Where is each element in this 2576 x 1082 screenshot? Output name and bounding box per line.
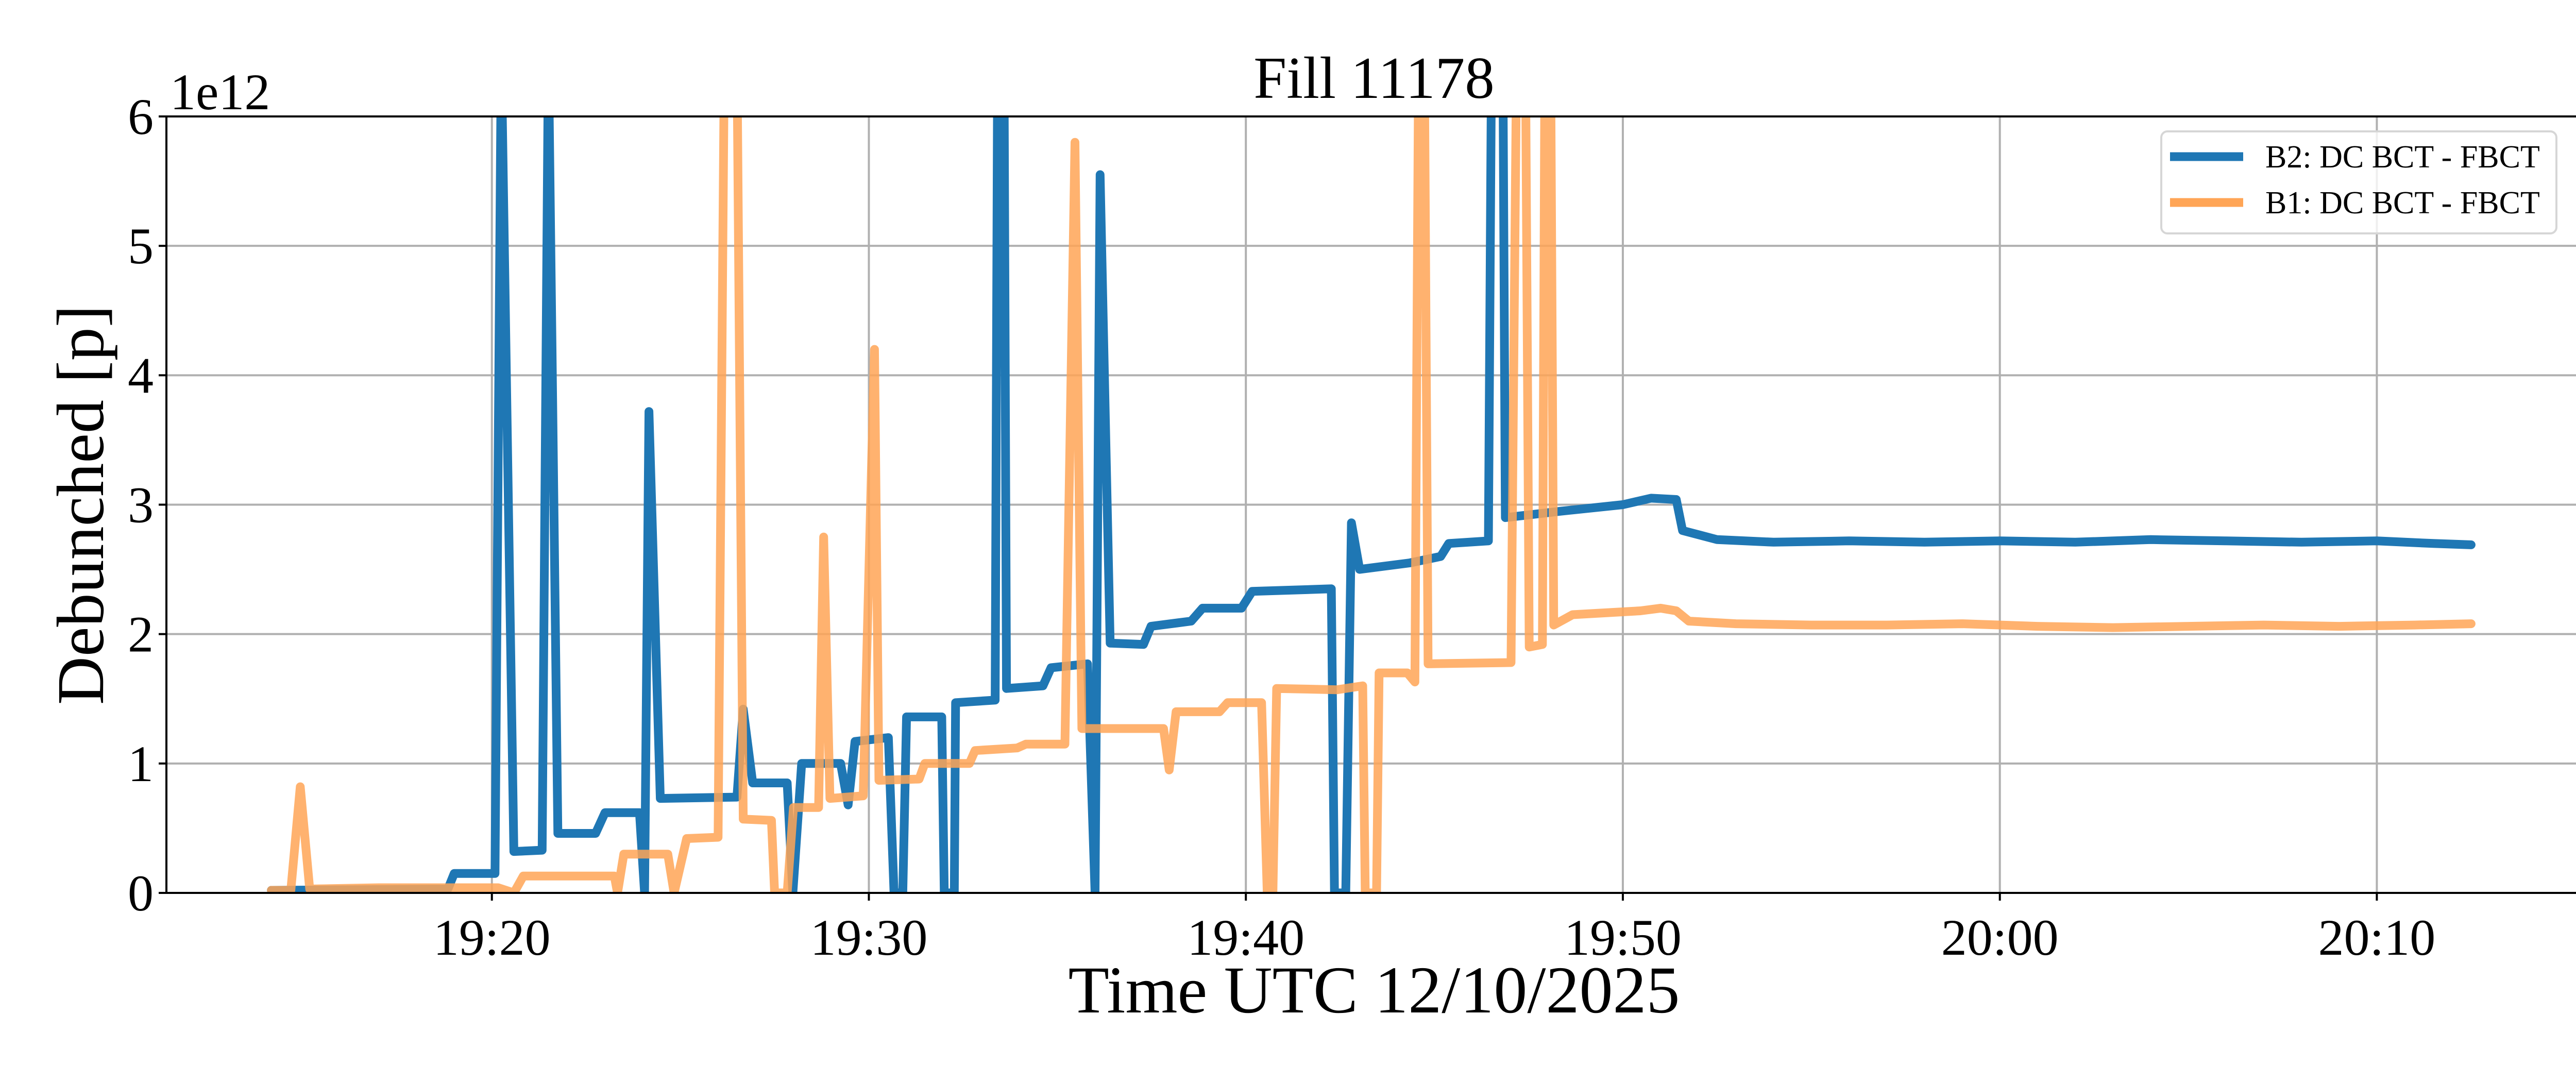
x-tick-label: 20:10 xyxy=(2318,909,2436,966)
y-axis: 0 1 2 3 4 5 6 xyxy=(128,88,166,922)
y-axis-label: Debunched [p] xyxy=(44,305,118,705)
legend-box xyxy=(2160,130,2557,234)
x-axis-label: Time UTC 12/10/2025 xyxy=(1068,953,1680,1027)
legend-label-b2: B2: DC BCT - FBCT xyxy=(2265,140,2540,175)
y-tick-label: 6 xyxy=(128,88,154,145)
series-line-b1 xyxy=(267,116,2476,893)
y-tick-label: 0 xyxy=(128,865,154,922)
x-tick-label: 19:30 xyxy=(810,909,928,966)
x-tick-label: 19:50 xyxy=(1564,909,1682,966)
chart-title: Fill 11178 xyxy=(1253,45,1495,111)
y-tick-label: 5 xyxy=(128,217,154,275)
x-axis: 19:20 19:30 19:40 19:50 20:00 20:10 xyxy=(433,893,2435,966)
y-tick-label: 1 xyxy=(128,735,154,792)
y-offset-text: 1e12 xyxy=(170,63,270,121)
y-tick-label: 4 xyxy=(128,347,154,404)
legend: B2: DC BCT - FBCT B1: DC BCT - FBCT xyxy=(2160,130,2557,234)
x-tick-label: 19:20 xyxy=(433,909,551,966)
series-line-b2 xyxy=(267,116,2476,893)
legend-label-b1: B1: DC BCT - FBCT xyxy=(2265,185,2540,221)
x-tick-label: 19:40 xyxy=(1187,909,1304,966)
series-layer xyxy=(267,116,2476,893)
y-tick-label: 3 xyxy=(128,477,154,534)
x-tick-label: 20:00 xyxy=(1941,909,2059,966)
y-tick-label: 2 xyxy=(128,606,154,663)
